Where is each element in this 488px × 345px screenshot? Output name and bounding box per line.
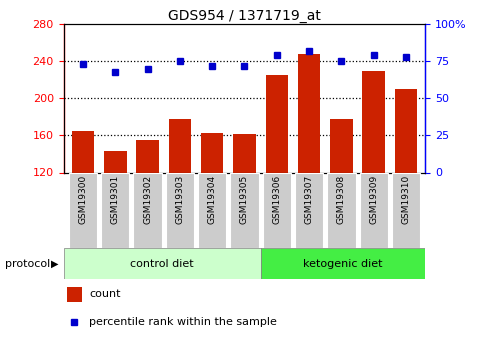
Bar [262,172,290,248]
Text: GSM19305: GSM19305 [240,175,248,224]
Text: count: count [89,289,120,299]
Text: GSM19302: GSM19302 [143,175,152,224]
Bar [165,172,194,248]
Text: ▶: ▶ [51,259,59,269]
Bar [104,151,126,172]
Bar [69,172,97,248]
Text: ketogenic diet: ketogenic diet [303,259,382,269]
Bar [201,132,223,172]
Bar [265,75,287,172]
Text: GSM19303: GSM19303 [175,175,184,224]
Bar [329,119,352,172]
Bar [168,119,191,172]
Text: GSM19309: GSM19309 [368,175,377,224]
Bar [326,172,355,248]
Text: percentile rank within the sample: percentile rank within the sample [89,317,276,326]
Text: GSM19304: GSM19304 [207,175,216,224]
Bar [394,89,416,172]
Bar [133,172,162,248]
Bar [63,248,261,279]
Text: GSM19310: GSM19310 [401,175,410,224]
Bar [230,172,258,248]
Bar [297,54,320,172]
Bar [359,172,387,248]
Text: GSM19307: GSM19307 [304,175,313,224]
Text: protocol: protocol [5,259,50,269]
Bar [136,140,159,172]
Text: GSM19300: GSM19300 [78,175,87,224]
Text: GSM19306: GSM19306 [272,175,281,224]
Bar [391,172,419,248]
Text: GSM19308: GSM19308 [336,175,345,224]
Bar [67,287,81,302]
Title: GDS954 / 1371719_at: GDS954 / 1371719_at [168,9,320,23]
Bar [233,134,255,172]
Text: control diet: control diet [130,259,194,269]
Text: GSM19301: GSM19301 [111,175,120,224]
Bar [261,248,425,279]
Bar [198,172,226,248]
Bar [101,172,129,248]
Bar [294,172,323,248]
Bar [72,131,94,172]
Bar [362,70,384,172]
